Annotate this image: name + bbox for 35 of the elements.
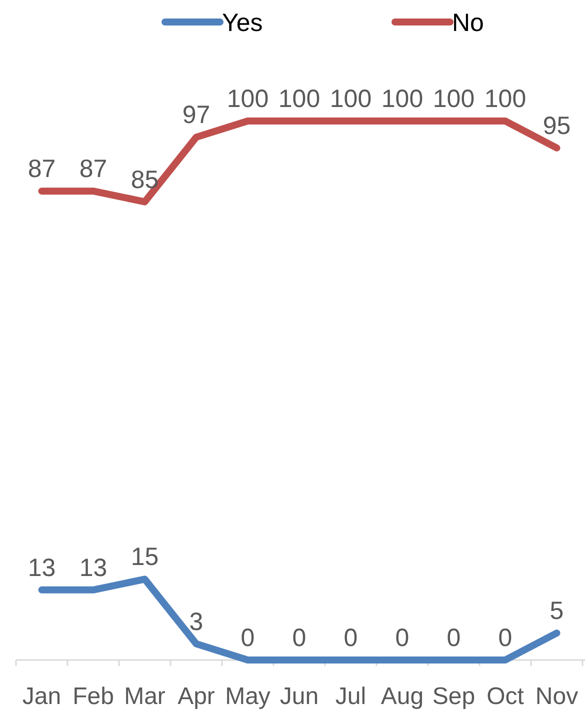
x-tick-label: Aug (380, 683, 424, 710)
data-label: 0 (240, 624, 255, 652)
data-label: 97 (182, 101, 210, 130)
x-tick-label: Nov (535, 683, 578, 710)
x-tick-label: Oct (486, 683, 524, 710)
data-label: 100 (432, 85, 475, 113)
x-tick-label: Jan (22, 683, 62, 710)
x-tick-label: Sep (432, 683, 476, 710)
data-label: 100 (226, 85, 269, 113)
data-label: 3 (189, 608, 204, 636)
data-label: 87 (79, 155, 108, 184)
data-label: 15 (130, 543, 159, 572)
data-label: 100 (330, 85, 372, 113)
data-label: 0 (446, 624, 461, 652)
data-label: 100 (484, 85, 526, 113)
x-tick-label: Jun (280, 683, 319, 710)
x-tick-label: Feb (72, 683, 114, 710)
x-tick-label: Mar (124, 683, 166, 710)
data-label: 100 (278, 85, 320, 113)
data-label: 100 (381, 85, 424, 113)
data-label: 0 (292, 624, 306, 652)
x-tick-label: Jul (335, 683, 366, 710)
x-tick-label: May (225, 683, 270, 710)
legend-label: Yes (222, 9, 263, 37)
data-label: 0 (498, 624, 512, 652)
data-label: 5 (550, 597, 564, 626)
data-label: 85 (130, 166, 159, 194)
legend-label: No (452, 9, 484, 37)
data-label: 87 (28, 155, 56, 184)
data-label: 13 (28, 554, 56, 582)
data-label: 95 (542, 112, 571, 140)
data-label: 13 (79, 554, 108, 582)
data-label: 0 (395, 624, 410, 652)
x-tick-label: Apr (178, 683, 215, 710)
data-label: 0 (344, 624, 358, 652)
